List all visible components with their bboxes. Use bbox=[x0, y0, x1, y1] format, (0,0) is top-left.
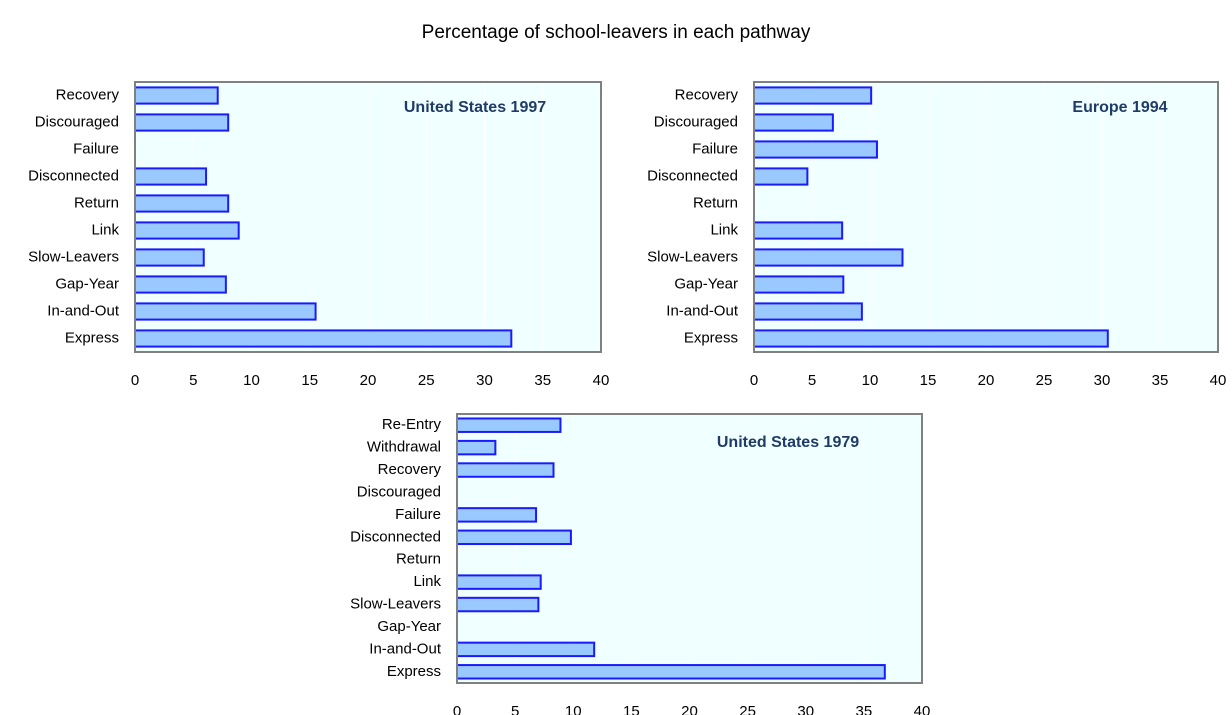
y-tick-label: Failure bbox=[692, 140, 738, 157]
y-tick-label: Express bbox=[684, 329, 738, 346]
bar bbox=[456, 574, 542, 590]
y-tick-label: Re-Entry bbox=[382, 416, 442, 433]
bar bbox=[753, 275, 845, 294]
x-tick-label: 35 bbox=[534, 372, 551, 389]
y-tick-label: Discouraged bbox=[357, 483, 441, 500]
y-tick-label: Withdrawal bbox=[367, 439, 441, 456]
bar bbox=[134, 113, 230, 132]
bar bbox=[134, 302, 317, 321]
subplot-title: United States 1979 bbox=[717, 434, 859, 451]
bar bbox=[753, 86, 873, 105]
bar bbox=[456, 507, 538, 523]
x-tick-label: 15 bbox=[920, 372, 937, 389]
y-tick-label: Express bbox=[65, 329, 119, 346]
x-tick-label: 40 bbox=[914, 703, 931, 715]
y-tick-label: Slow-Leavers bbox=[28, 248, 119, 265]
x-tick-label: 25 bbox=[739, 703, 756, 715]
y-tick-label: Slow-Leavers bbox=[647, 248, 738, 265]
bar bbox=[456, 596, 540, 613]
y-tick-label: Gap-Year bbox=[674, 275, 738, 292]
bar bbox=[456, 529, 572, 546]
bar bbox=[134, 248, 205, 267]
y-tick-label: Recovery bbox=[56, 86, 120, 103]
x-tick-label: 40 bbox=[1210, 372, 1227, 389]
y-tick-label: Disconnected bbox=[350, 528, 441, 545]
y-tick-label: Discouraged bbox=[654, 113, 738, 130]
bar bbox=[456, 462, 555, 478]
bar bbox=[753, 302, 863, 321]
bar bbox=[753, 167, 809, 186]
plot-border bbox=[753, 81, 1219, 353]
x-tick-label: 25 bbox=[418, 372, 435, 389]
bar bbox=[456, 417, 562, 433]
figure-title: Percentage of school-leavers in each pat… bbox=[422, 22, 811, 43]
x-tick-label: 20 bbox=[360, 372, 377, 389]
y-tick-label: Link bbox=[413, 573, 441, 590]
y-tick-label: Failure bbox=[73, 140, 119, 157]
bar bbox=[753, 248, 904, 267]
x-tick-label: 10 bbox=[565, 703, 582, 715]
bar bbox=[134, 194, 230, 213]
x-tick-label: 10 bbox=[243, 372, 260, 389]
x-tick-label: 35 bbox=[1152, 372, 1169, 389]
x-tick-label: 10 bbox=[862, 372, 879, 389]
x-tick-label: 5 bbox=[511, 703, 519, 715]
x-tick-label: 20 bbox=[681, 703, 698, 715]
bar bbox=[456, 664, 886, 680]
x-tick-label: 30 bbox=[476, 372, 493, 389]
bar bbox=[753, 140, 878, 159]
y-tick-label: Express bbox=[387, 663, 441, 680]
plot-border bbox=[134, 81, 602, 353]
x-tick-label: 5 bbox=[808, 372, 816, 389]
y-tick-label: Gap-Year bbox=[55, 275, 119, 292]
x-tick-label: 0 bbox=[750, 372, 758, 389]
x-tick-label: 15 bbox=[301, 372, 318, 389]
y-tick-label: Discouraged bbox=[35, 113, 119, 130]
y-tick-label: In-and-Out bbox=[47, 302, 120, 319]
subplot-title: Europe 1994 bbox=[1072, 99, 1167, 116]
y-tick-label: Recovery bbox=[378, 461, 442, 478]
x-tick-label: 15 bbox=[623, 703, 640, 715]
plot-border bbox=[456, 413, 923, 684]
x-tick-label: 30 bbox=[1094, 372, 1111, 389]
y-tick-label: Return bbox=[693, 194, 738, 211]
y-tick-label: Return bbox=[396, 551, 441, 568]
y-tick-label: Disconnected bbox=[28, 167, 119, 184]
y-tick-label: Return bbox=[74, 194, 119, 211]
y-tick-label: Failure bbox=[395, 506, 441, 523]
bar bbox=[753, 221, 844, 240]
bar bbox=[134, 221, 240, 240]
bar bbox=[753, 329, 1109, 348]
bar bbox=[753, 113, 834, 132]
bar bbox=[134, 167, 208, 186]
y-tick-label: Link bbox=[710, 221, 738, 238]
subplot-title: United States 1997 bbox=[404, 99, 546, 116]
y-tick-label: Link bbox=[91, 221, 119, 238]
y-tick-label: Gap-Year bbox=[377, 618, 441, 635]
x-tick-label: 20 bbox=[978, 372, 995, 389]
bar bbox=[456, 641, 596, 658]
x-tick-label: 30 bbox=[797, 703, 814, 715]
y-tick-label: Recovery bbox=[675, 86, 739, 103]
bar bbox=[134, 86, 219, 105]
bar bbox=[456, 439, 497, 456]
x-tick-label: 35 bbox=[856, 703, 873, 715]
bar bbox=[134, 275, 227, 294]
x-tick-label: 5 bbox=[189, 372, 197, 389]
y-tick-label: In-and-Out bbox=[666, 302, 739, 319]
y-tick-label: Slow-Leavers bbox=[350, 596, 441, 613]
y-tick-label: Disconnected bbox=[647, 167, 738, 184]
y-tick-label: In-and-Out bbox=[369, 640, 442, 657]
bar bbox=[134, 329, 513, 348]
x-tick-label: 0 bbox=[453, 703, 461, 715]
x-tick-label: 0 bbox=[131, 372, 139, 389]
x-tick-label: 25 bbox=[1036, 372, 1053, 389]
x-tick-label: 40 bbox=[593, 372, 610, 389]
